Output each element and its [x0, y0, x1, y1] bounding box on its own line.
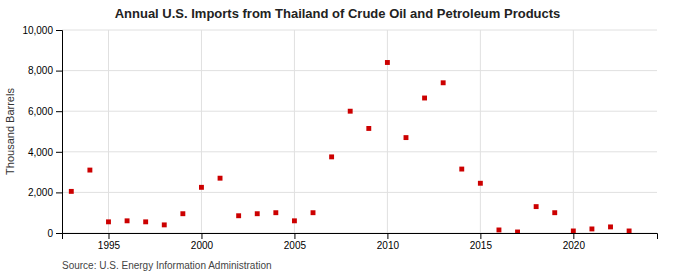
point — [292, 218, 297, 223]
y-tick-label: 2,000 — [28, 187, 53, 198]
x-tick-label: 2005 — [284, 240, 307, 251]
point — [459, 167, 464, 172]
y-tick: 0 — [47, 228, 62, 239]
chart-svg: 1995 2000 2005 2010 2015 2020 0 2,000 4,000 6,000… — [0, 0, 675, 275]
point — [552, 210, 557, 215]
point — [329, 154, 334, 159]
y-axis: 0 2,000 4,000 6,000 8,000 10,000 — [22, 25, 62, 239]
point — [348, 109, 353, 114]
x-tick-mark — [480, 233, 481, 239]
point — [571, 229, 576, 233]
x-tick-mark — [108, 233, 109, 239]
point — [311, 210, 316, 215]
point — [255, 211, 260, 216]
y-tick-mark — [56, 111, 62, 112]
point — [366, 126, 371, 131]
y-tick-label: 8,000 — [28, 65, 53, 76]
point — [497, 228, 502, 233]
y-axis-line — [56, 31, 63, 234]
grid-line-x — [573, 30, 574, 233]
title: Annual U.S. Imports from Thailand of Cru… — [115, 6, 561, 21]
y-tick-label: 0 — [47, 228, 53, 239]
x-axis: 1995 2000 2005 2010 2015 2020 — [63, 233, 658, 251]
y-axis-title: Thousand Barrels — [4, 88, 16, 175]
x-tick: 1995 — [98, 233, 121, 251]
grid — [62, 30, 657, 233]
y-tick-mark — [56, 192, 62, 193]
grid-line-x — [201, 30, 202, 233]
x-tick: 2000 — [191, 233, 214, 251]
y-tick: 6,000 — [28, 106, 62, 117]
y-tick: 2,000 — [28, 187, 62, 198]
grid-line-y — [62, 70, 657, 71]
y-tick-mark — [56, 30, 62, 31]
x-tick: 2020 — [563, 233, 586, 251]
point — [515, 230, 520, 233]
point — [589, 226, 594, 231]
point — [441, 80, 446, 85]
point — [180, 211, 185, 216]
y-tick-label: 4,000 — [28, 147, 53, 158]
x-tick-mark — [294, 233, 295, 239]
point — [125, 218, 130, 223]
point — [534, 204, 539, 209]
point — [106, 219, 111, 224]
plot-area: 1995 2000 2005 2010 2015 2020 0 2,000 4,000 6,000… — [22, 25, 657, 251]
chart-container: 1995 2000 2005 2010 2015 2020 0 2,000 4,000 6,000… — [0, 0, 675, 275]
annotation: Source: U.S. Energy Information Administ… — [62, 260, 272, 271]
x-tick: 2005 — [284, 233, 307, 251]
x-axis-line — [63, 234, 658, 240]
point — [627, 229, 632, 233]
y-tick-mark — [56, 152, 62, 153]
x-tick-label: 2015 — [470, 240, 493, 251]
point — [404, 135, 409, 140]
grid-line-x — [294, 30, 295, 233]
point — [422, 96, 427, 101]
point — [218, 176, 223, 181]
point — [162, 222, 167, 227]
point — [87, 168, 92, 173]
x-tick-mark — [201, 233, 202, 239]
point — [478, 181, 483, 186]
point — [69, 189, 74, 194]
point — [236, 213, 241, 218]
y-tick-label: 10,000 — [22, 25, 53, 36]
point — [273, 210, 278, 215]
x-tick-label: 2020 — [563, 240, 586, 251]
x-tick-label: 2010 — [377, 240, 400, 251]
y-tick-mark — [56, 71, 62, 72]
grid-line-y — [62, 30, 657, 31]
grid-line-y — [62, 111, 657, 112]
grid-line-y — [62, 192, 657, 193]
point — [199, 185, 204, 190]
y-tick: 4,000 — [28, 147, 62, 158]
points — [69, 60, 632, 233]
y-tick-mark — [56, 233, 62, 234]
point — [608, 224, 613, 229]
x-tick-label: 1995 — [98, 240, 121, 251]
y-tick-label: 6,000 — [28, 106, 53, 117]
grid-line-x — [480, 30, 481, 233]
x-tick: 2010 — [377, 233, 400, 251]
point — [385, 60, 390, 65]
y-tick: 10,000 — [22, 25, 62, 36]
x-tick: 2015 — [470, 233, 493, 251]
grid-line-y — [62, 151, 657, 152]
point — [143, 219, 148, 224]
x-tick-mark — [387, 233, 388, 239]
x-tick-label: 2000 — [191, 240, 214, 251]
x-tick-mark — [573, 233, 574, 239]
grid-line-x — [108, 30, 109, 233]
y-tick: 8,000 — [28, 65, 62, 76]
